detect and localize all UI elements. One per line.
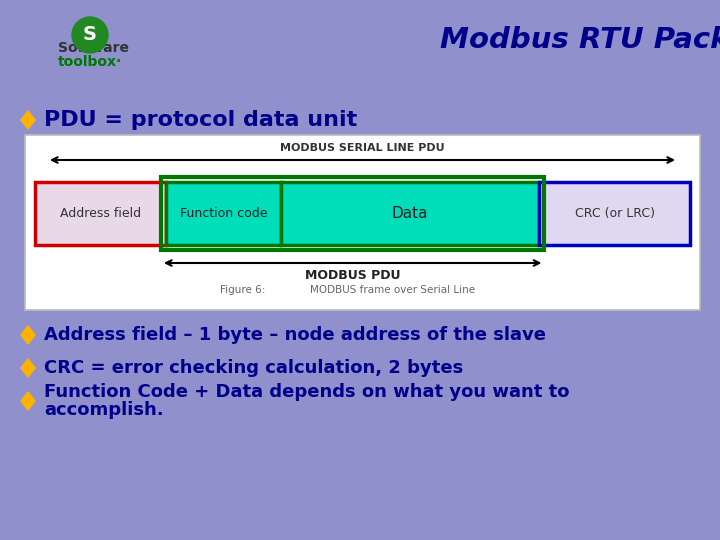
Text: Software: Software [58,41,129,55]
Bar [25,135,700,310]
Text: MODBUS SERIAL LINE PDU: MODBUS SERIAL LINE PDU [280,143,445,153]
Text: Address field – 1 byte – node address of the slave: Address field – 1 byte – node address of… [44,326,546,344]
Circle shape [72,17,108,53]
Polygon shape [21,392,35,410]
Bar [35,182,166,245]
Bar [281,182,539,245]
Text: CRC (or LRC): CRC (or LRC) [575,207,654,220]
Polygon shape [21,111,35,129]
Text: S: S [83,25,97,44]
Text: MODBUS frame over Serial Line: MODBUS frame over Serial Line [310,285,475,295]
Bar [166,182,281,245]
Text: accomplish.: accomplish. [44,401,163,419]
Text: MODBUS PDU: MODBUS PDU [305,269,400,282]
Text: Data: Data [392,206,428,221]
Text: Function code: Function code [179,207,267,220]
Text: PDU = protocol data unit: PDU = protocol data unit [44,110,357,130]
Text: Address field: Address field [60,207,141,220]
Text: Figure 6:: Figure 6: [220,285,266,295]
Text: toolbox·: toolbox· [58,55,122,69]
Bar [161,177,544,250]
Polygon shape [21,326,35,344]
Text: Function Code + Data depends on what you want to: Function Code + Data depends on what you… [44,383,570,401]
Bar [539,182,690,245]
Text: CRC = error checking calculation, 2 bytes: CRC = error checking calculation, 2 byte… [44,359,463,377]
Text: Modbus RTU Packet Framing: Modbus RTU Packet Framing [440,26,720,54]
Polygon shape [21,359,35,377]
